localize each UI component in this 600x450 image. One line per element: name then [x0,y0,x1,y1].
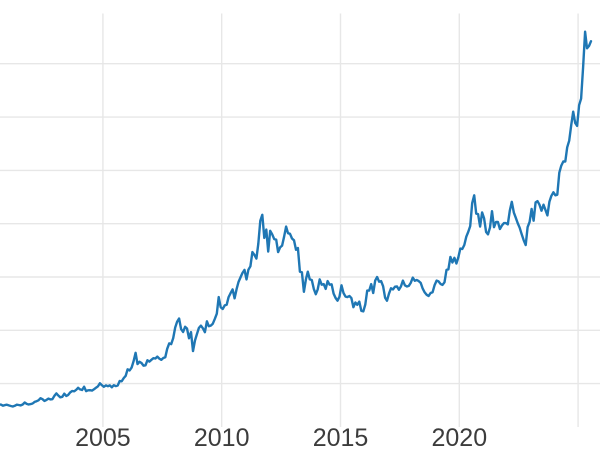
x-tick-label: 2005 [75,424,131,450]
x-tick-label: 2010 [194,424,250,450]
price-line-series [0,30,593,408]
x-tick-label: 2015 [313,424,369,450]
series-layer [0,30,593,408]
grid-layer [0,13,600,427]
x-axis-tick-labels: 2005 2010 2015 2020 [75,424,487,450]
x-tick-label: 2020 [431,424,487,450]
